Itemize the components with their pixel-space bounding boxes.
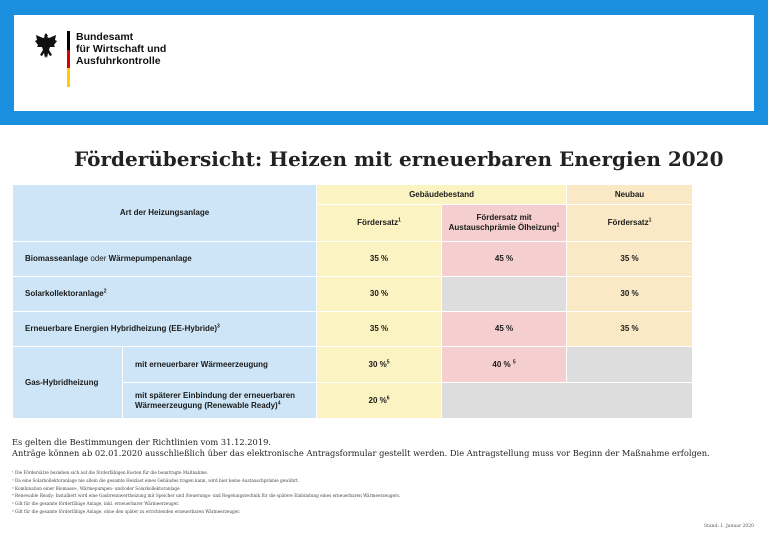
label-text: Wärmeerzeugung (Renewable Ready)	[135, 400, 278, 410]
row-label-gas-sub2: mit späterer Einbindung der erneuerbaren…	[121, 382, 318, 419]
german-flag-stripe	[67, 31, 70, 88]
cell-gas-sub1-oel: 40 % 5	[441, 346, 568, 383]
footnote: ¹ Die Fördersätze beziehen sich auf die …	[12, 470, 209, 475]
subheader-foerdersatz: Fördersatz1	[316, 204, 443, 242]
cell-solar-oel-empty	[441, 276, 568, 312]
cell-ee-hybrid-oel: 45 %	[441, 311, 568, 347]
label-part-or: oder	[90, 254, 107, 263]
cell-ee-hybrid-neubau: 35 %	[566, 311, 694, 347]
cell-gas-sub1-bestand: 30 %5	[316, 346, 443, 383]
row-label-ee-hybrid: Erneuerbare Energien Hybridheizung (EE-H…	[11, 311, 318, 347]
note-line: Es gelten die Bestimmungen der Richtlini…	[12, 437, 272, 447]
footnote-ref: 1	[398, 217, 401, 224]
bafa-logo: Bundesamt für Wirtschaft und Ausfuhrkont…	[34, 31, 166, 88]
footnote-ref: 6	[386, 394, 390, 401]
funding-table: Art der Heizungsanlage Gebäudebestand Ne…	[11, 184, 694, 419]
cell-biomasse-neubau: 35 %	[566, 241, 694, 277]
subheader-text: Fördersatz mit	[476, 213, 532, 222]
footnote-ref: 1	[556, 222, 560, 229]
footnote-ref: 5	[386, 358, 390, 365]
footnotes: ¹ Die Fördersätze beziehen sich auf die …	[12, 469, 400, 516]
header-gebaeudebestand: Gebäudebestand	[316, 184, 568, 205]
subheader-text: Austauschprämie Ölheizung	[448, 223, 557, 232]
note-line: Anträge können ab 02.01.2020 ausschließl…	[12, 448, 710, 458]
cell-value: 40 %	[492, 359, 513, 369]
footnote: ⁵ Gilt für die gesamte förderfähige Anla…	[12, 501, 180, 507]
subheader-neubau-foerdersatz: Fördersatz1	[566, 204, 694, 242]
footnote-ref: 4	[277, 399, 281, 406]
stand-date: Stand: 1. Januar 2020	[703, 524, 754, 529]
footnote-ref: 2	[103, 288, 107, 295]
footnote-ref: 3	[217, 323, 220, 330]
footnote: ² Da eine Solarkollektoranlage nie allei…	[12, 477, 299, 483]
cell-value: 20 %	[368, 395, 387, 405]
label-part: Biomasseanlage	[25, 254, 91, 263]
cell-gas-sub2-empty	[441, 382, 694, 419]
footnote: ⁶ Gilt für die gesamte förderfähige Anla…	[12, 508, 241, 514]
header-neubau: Neubau	[566, 184, 694, 205]
org-line: Bundesamt	[76, 31, 134, 43]
label-text: Solarkollektoranlage	[25, 289, 104, 298]
cell-ee-hybrid-bestand: 35 %	[316, 311, 443, 347]
header-art: Art der Heizungsanlage	[11, 184, 318, 242]
flag-stripe-red	[67, 49, 70, 69]
cell-solar-neubau: 30 %	[566, 276, 694, 312]
label-text: mit späterer Einbindung der erneuerbaren	[135, 390, 296, 400]
header-card: Bundesamt für Wirtschaft und Ausfuhrkont…	[14, 15, 754, 111]
notes: Es gelten die Bestimmungen der Richtlini…	[12, 437, 710, 459]
organization-name: Bundesamt für Wirtschaft und Ausfuhrkont…	[76, 31, 166, 67]
footnote: ³ Kombination einer Biomasse-, Wärmepump…	[12, 485, 180, 491]
cell-value: 30 %	[368, 359, 387, 369]
subheader-text: Fördersatz	[607, 218, 649, 227]
row-label-biomasse: Biomasseanlage oder Wärmepumpenanlage	[11, 241, 318, 277]
row-label-gas-sub1: mit erneuerbarer Wärmeerzeugung	[121, 346, 318, 383]
label-text: Erneuerbare Energien Hybridheizung (EE-H…	[25, 324, 218, 333]
flag-stripe-black	[67, 31, 70, 50]
cell-solar-bestand: 30 %	[316, 276, 443, 312]
cell-biomasse-bestand: 35 %	[316, 241, 443, 277]
cell-gas-sub1-neubau-empty	[566, 346, 694, 383]
row-label-solar: Solarkollektoranlage2	[11, 276, 318, 312]
org-line: für Wirtschaft und	[76, 43, 167, 55]
org-line: Ausfuhrkontrolle	[76, 55, 161, 67]
cell-biomasse-oel: 45 %	[441, 241, 568, 277]
federal-eagle-icon	[35, 33, 57, 58]
subheader-text: Fördersatz	[357, 218, 399, 227]
footnote: ⁴ Renewable Ready: Installiert wird eine…	[12, 493, 401, 499]
cell-gas-sub2-bestand: 20 %6	[316, 382, 443, 419]
subheader-oel-praemie: Fördersatz mit Austauschprämie Ölheizung1	[441, 204, 568, 242]
flag-stripe-gold	[67, 68, 70, 88]
page-title: Förderübersicht: Heizen mit erneuerbaren…	[74, 147, 724, 171]
row-label-gas-hybrid: Gas-Hybridheizung	[12, 346, 123, 419]
footnote-ref: 1	[648, 217, 652, 224]
label-part: Wärmepumpenanlage	[106, 254, 192, 263]
footnote-ref: 5	[512, 358, 516, 365]
